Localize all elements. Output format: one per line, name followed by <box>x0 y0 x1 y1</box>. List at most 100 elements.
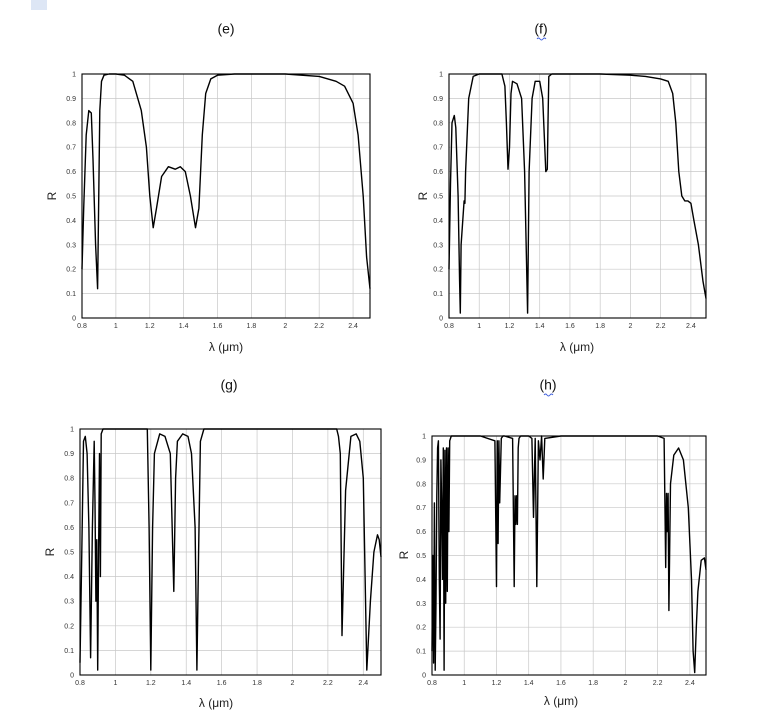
y-tick-label: 0 <box>439 316 443 323</box>
x-tick-label: 1.6 <box>556 680 566 687</box>
x-tick-label: 1.2 <box>145 323 155 330</box>
y-tick-label: 0.5 <box>416 553 426 560</box>
panel-1: (f) 0.8 1 1.2 1.4 1.6 1.8 2 2.2 2.4 0 0.1 0.2 0.3 0.4 0… <box>416 21 707 354</box>
x-tick-label: 1 <box>113 680 117 687</box>
y-tick-label: 0.5 <box>66 194 76 201</box>
y-tick-label: 0 <box>72 316 76 323</box>
y-axis-label: R <box>416 191 430 200</box>
y-tick-label: 0.3 <box>416 601 426 608</box>
y-tick-label: 0 <box>422 673 426 680</box>
y-tick-label: 0.3 <box>433 242 443 249</box>
panel-title: (g) <box>220 377 237 393</box>
x-tick-label: 2 <box>291 680 295 687</box>
y-tick-label: 0 <box>70 673 74 680</box>
y-tick-label: 0.7 <box>66 145 76 152</box>
y-tick-label: 0.3 <box>66 242 76 249</box>
x-tick-label: 0.8 <box>444 323 454 330</box>
y-axis-label: R <box>45 191 59 200</box>
x-tick-label: 2 <box>628 323 632 330</box>
x-tick-label: 1.2 <box>492 680 502 687</box>
y-tick-label: 0.9 <box>66 96 76 103</box>
x-tick-label: 1.6 <box>565 323 575 330</box>
y-tick-label: 0.6 <box>66 169 76 176</box>
y-tick-label: 0.4 <box>64 574 74 581</box>
x-tick-label: 2.2 <box>314 323 324 330</box>
x-axis-label: λ (μm) <box>544 694 578 708</box>
y-tick-label: 0.5 <box>64 550 74 557</box>
panel-title: (h) <box>539 377 556 393</box>
series-line-0 <box>79 428 382 671</box>
y-tick-label: 1 <box>422 434 426 441</box>
plot-frame <box>431 435 707 676</box>
x-axis-label: λ (μm) <box>199 696 233 710</box>
x-tick-label: 1.8 <box>588 680 598 687</box>
x-tick-label: 2.4 <box>348 323 358 330</box>
x-tick-label: 0.8 <box>75 680 85 687</box>
y-tick-label: 0.6 <box>416 529 426 536</box>
y-tick-label: 0.1 <box>66 291 76 298</box>
plot-frame <box>448 73 707 319</box>
panel-3: (h) 0.8 1 1.2 1.4 1.6 1.8 2 2.2 2.4 0 0.1 0.2 0.3 0.4 0… <box>397 377 707 708</box>
panel-2: (g) 0.8 1 1.2 1.4 1.6 1.8 2 2.2 2.4 0 0.1 0.2 0.3 0.4 0… <box>43 377 382 710</box>
y-tick-label: 0.8 <box>416 481 426 488</box>
x-axis-label: λ (μm) <box>209 340 243 354</box>
y-tick-label: 0.2 <box>66 267 76 274</box>
y-tick-label: 0.8 <box>64 476 74 483</box>
x-tick-label: 1.4 <box>535 323 545 330</box>
x-tick-label: 0.8 <box>427 680 437 687</box>
panel-0: (e) 0.8 1 1.2 1.4 1.6 1.8 2 2.2 2.4 0 0.1 0.2 0.3 0.4 0… <box>45 21 371 354</box>
y-tick-label: 0.9 <box>64 451 74 458</box>
x-tick-label: 1.4 <box>179 323 189 330</box>
x-tick-label: 1 <box>477 323 481 330</box>
plot-frame <box>79 428 382 676</box>
spellcheck-underline <box>543 393 554 397</box>
x-tick-label: 0.8 <box>77 323 87 330</box>
y-tick-label: 0.1 <box>416 649 426 656</box>
y-axis-label: R <box>43 547 57 556</box>
y-tick-label: 0.2 <box>433 267 443 274</box>
plot-frame <box>81 73 371 319</box>
y-tick-label: 0.7 <box>416 505 426 512</box>
y-tick-label: 0.6 <box>433 169 443 176</box>
y-tick-label: 0.8 <box>433 120 443 127</box>
panel-title: (e) <box>217 21 234 37</box>
y-tick-label: 0.7 <box>433 145 443 152</box>
x-tick-label: 1.8 <box>252 680 262 687</box>
x-tick-label: 2.4 <box>358 680 368 687</box>
x-tick-label: 1.6 <box>213 323 223 330</box>
x-tick-label: 2.2 <box>656 323 666 330</box>
series-line-0 <box>81 73 371 290</box>
y-tick-label: 0.5 <box>433 194 443 201</box>
x-tick-label: 2.2 <box>653 680 663 687</box>
panel-title: (f) <box>534 21 547 37</box>
x-tick-label: 1.2 <box>146 680 156 687</box>
y-tick-label: 0.2 <box>416 625 426 632</box>
x-tick-label: 2 <box>283 323 287 330</box>
series-line-0 <box>431 435 707 674</box>
y-tick-label: 0.9 <box>433 96 443 103</box>
y-tick-label: 0.9 <box>416 457 426 464</box>
y-tick-label: 0.1 <box>433 291 443 298</box>
y-tick-label: 0.7 <box>64 500 74 507</box>
y-tick-label: 0.1 <box>64 648 74 655</box>
y-tick-label: 0.4 <box>66 218 76 225</box>
x-axis-label: λ (μm) <box>560 340 594 354</box>
x-tick-label: 2.4 <box>685 680 695 687</box>
x-tick-label: 1.4 <box>181 680 191 687</box>
y-tick-label: 0.4 <box>416 577 426 584</box>
spellcheck-underline <box>536 37 547 41</box>
x-tick-label: 2.4 <box>686 323 696 330</box>
x-tick-label: 1.8 <box>595 323 605 330</box>
x-tick-label: 1.8 <box>247 323 257 330</box>
series-line-0 <box>448 73 707 314</box>
x-tick-label: 1.4 <box>524 680 534 687</box>
x-tick-label: 1.6 <box>217 680 227 687</box>
y-tick-label: 0.8 <box>66 120 76 127</box>
x-tick-label: 1 <box>462 680 466 687</box>
x-tick-label: 2 <box>623 680 627 687</box>
corner-mark <box>31 0 47 10</box>
y-tick-label: 0.2 <box>64 623 74 630</box>
x-tick-label: 1.2 <box>505 323 515 330</box>
y-tick-label: 0.6 <box>64 525 74 532</box>
